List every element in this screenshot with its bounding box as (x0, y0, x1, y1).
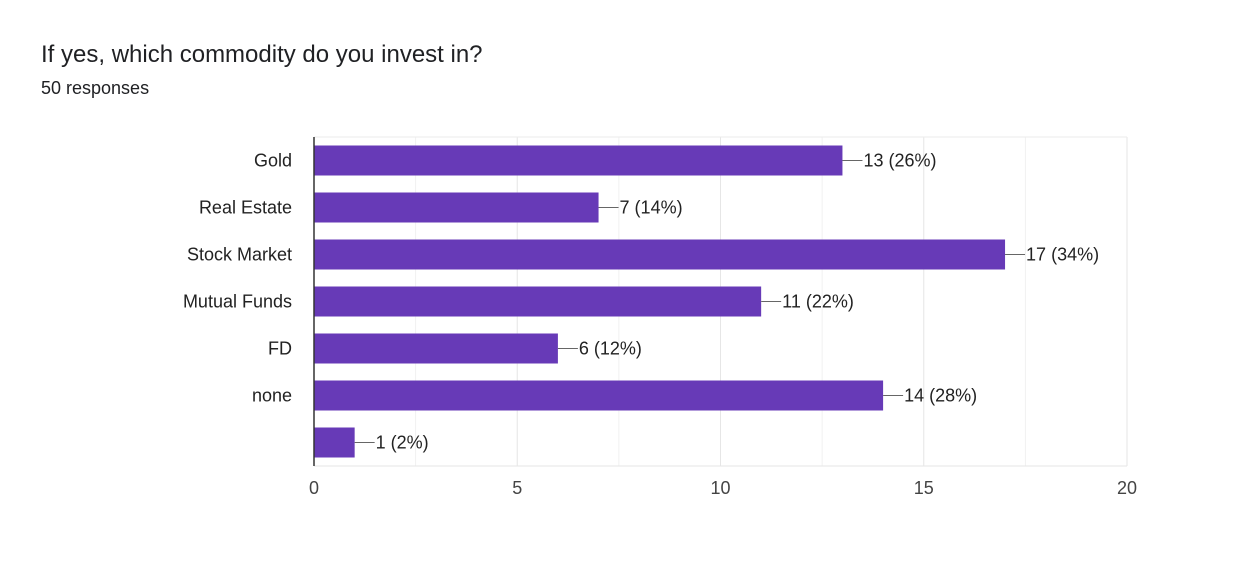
category-label: none (252, 386, 292, 406)
category-label: Real Estate (199, 198, 292, 218)
category-label: Stock Market (187, 245, 292, 265)
bar-mutual-funds (314, 286, 762, 317)
value-label: 14 (28%) (904, 386, 977, 406)
bar-unlabeled (314, 427, 355, 458)
response-count: 50 responses (41, 78, 150, 98)
bar-real-estate (314, 192, 599, 223)
category-label: FD (268, 339, 292, 359)
chart-title: If yes, which commodity do you invest in… (41, 41, 483, 68)
bar-gold (314, 145, 843, 176)
x-tick-label: 5 (512, 478, 522, 498)
category-label: Gold (254, 151, 292, 171)
bar-fd (314, 333, 558, 364)
value-label: 7 (14%) (620, 198, 683, 218)
bar-none (314, 380, 884, 411)
x-tick-label: 20 (1117, 478, 1137, 498)
bar-stock-market (314, 239, 1006, 270)
value-label: 13 (26%) (863, 151, 936, 171)
value-label: 6 (12%) (579, 339, 642, 359)
category-label: Mutual Funds (183, 292, 292, 312)
value-label: 11 (22%) (782, 292, 854, 312)
x-tick-label: 0 (309, 478, 319, 498)
chart-header: If yes, which commodity do you invest in… (41, 38, 483, 100)
value-label: 17 (34%) (1026, 245, 1099, 265)
x-tick-label: 15 (914, 478, 934, 498)
x-tick-label: 10 (710, 478, 730, 498)
value-label: 1 (2%) (376, 433, 429, 453)
